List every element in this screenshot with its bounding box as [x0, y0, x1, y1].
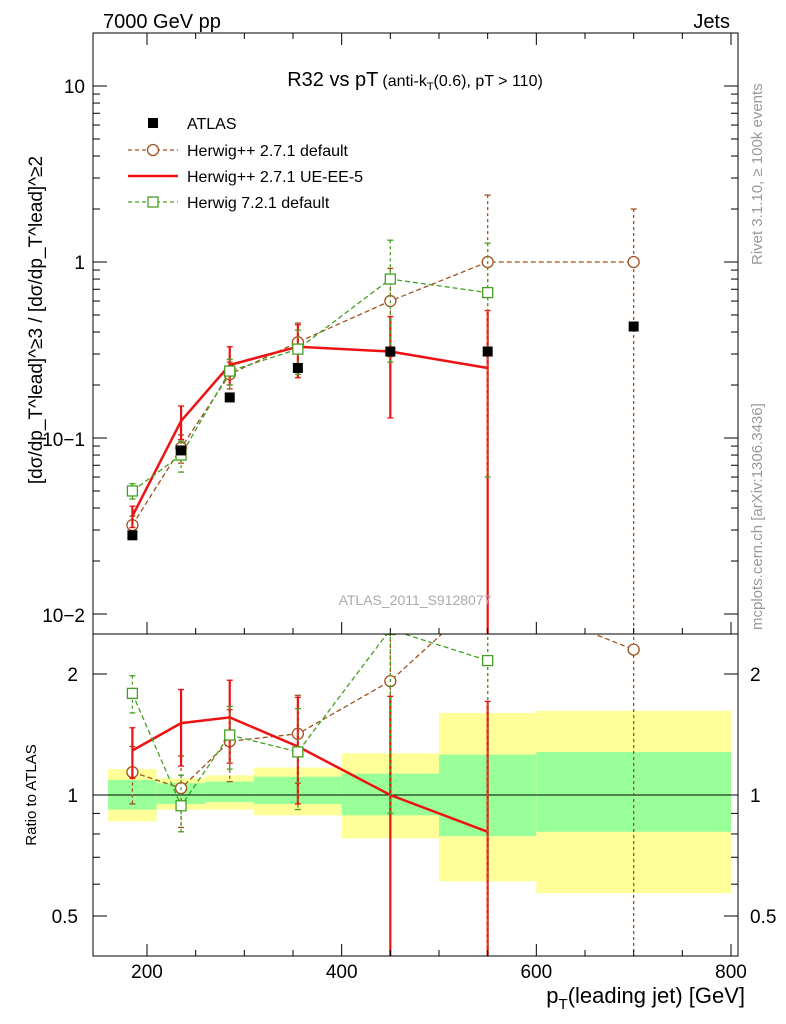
main-atlas-point-5: [482, 346, 493, 357]
legend-label-hpp-ueee5: Herwig++ 2.7.1 UE-EE-5: [187, 169, 363, 186]
main-herwig-7-2-1-default-point-0: [126, 485, 139, 497]
main-herwig-7-2-1-default-point-4: [384, 273, 396, 285]
title-sub-sub: T: [427, 81, 434, 93]
main-atlas-point-3: [292, 362, 303, 373]
ratio-tick-labels: 2 2 1 1 0.5 0.5 200 400 600 800: [52, 665, 777, 983]
main-atlas-point-2: [224, 392, 235, 403]
mcplots-label: mcplots.cern.ch [arXiv:1306.3436]: [749, 403, 766, 630]
ratio-bands: [108, 710, 731, 894]
main-ylabel: [dσ/dp_T^lead]^≥3 / [dσ/dp_T^lead]^≥2: [26, 156, 47, 484]
ratio-herwig-2-7-1-default-point-6: [627, 643, 640, 656]
ratio-herwig-7-2-1-default-line: [131, 634, 488, 808]
title-main: R32 vs pT: [287, 69, 378, 91]
legend-marker-atlas: [148, 118, 158, 128]
analysis-watermark: ATLAS_2011_S9128077: [339, 592, 492, 608]
xtick-label-2: 600: [520, 962, 552, 983]
legend-marker-hpp-default: [146, 143, 160, 157]
legend-marker-h7-default: [147, 196, 159, 208]
ratio-ytick-label-left-1: 1: [67, 786, 78, 807]
title-sub-b: (0.6), pT > 110): [434, 73, 543, 90]
legend-label-hpp-default: Herwig++ 2.7.1 default: [187, 143, 349, 160]
ytick-label-10: 10: [64, 77, 85, 98]
ratio-ytick-label-left-2: 0.5: [52, 907, 78, 928]
main-herwig-7-2-1-default-point-3: [292, 343, 304, 355]
ratio-herwig-7-2-1-default-point-3: [292, 746, 304, 758]
ratio-herwig-7-2-1-default-point-2: [224, 729, 236, 741]
xlabel-post: (leading jet) [GeV]: [568, 983, 745, 1008]
main-atlas-point-4: [385, 346, 396, 357]
xtick-label-1: 400: [326, 962, 358, 983]
ytick-label-0p01: 10−2: [42, 606, 85, 627]
legend: ATLAS Herwig++ 2.7.1 default Herwig++ 2.…: [128, 116, 363, 212]
legend-label-atlas: ATLAS: [187, 116, 237, 133]
main-herwig-2-7-1-default-point-6: [627, 255, 640, 269]
main-atlas-point-0: [127, 530, 138, 541]
xlabel-sub: T: [559, 996, 568, 1013]
ratio-herwig-7-2-1-default-point-5: [482, 654, 494, 667]
ratio-herwig-7-2-1-default-point-0: [126, 687, 139, 700]
main-herwig-7-2-1-default-point-2: [224, 365, 236, 377]
main-atlas-point-6: [628, 321, 639, 332]
main-herwig-2-7-1-ue-ee-5-line: [131, 345, 488, 517]
axis-ticks: [93, 32, 738, 956]
ratio-ytick-label-right-0: 2: [750, 665, 761, 686]
xtick-label-0: 200: [131, 962, 163, 983]
header-left: 7000 GeV pp: [103, 11, 221, 33]
main-herwig-2-7-1-default-line: [131, 261, 634, 526]
xtick-label-3: 800: [715, 962, 747, 983]
ratio-ytick-label-left-0: 2: [67, 665, 78, 686]
main-plot-data: [126, 194, 640, 634]
header-right: Jets: [693, 11, 730, 33]
ratio-herwig-2-7-1-ue-ee-5-line: [131, 716, 489, 833]
ytick-label-0p1: 10−1: [42, 430, 85, 451]
ratio-plot-data: [126, 634, 640, 956]
ratio-ylabel: Ratio to ATLAS: [23, 744, 40, 845]
ratio-ytick-label-right-2: 0.5: [750, 907, 776, 928]
rivet-label: Rivet 3.1.10, ≥ 100k events: [749, 83, 766, 265]
legend-label-h7-default: Herwig 7.2.1 default: [187, 195, 330, 212]
main-herwig-7-2-1-default-point-5: [482, 286, 494, 299]
main-atlas-point-1: [176, 445, 187, 456]
band-inner-2: [205, 781, 255, 803]
chart-title: R32 vs pT (anti-kT(0.6), pT > 110): [287, 69, 543, 93]
xlabel: pT(leading jet) [GeV]: [546, 983, 745, 1013]
ytick-label-1: 1: [74, 253, 85, 274]
title-sub-a: (anti-k: [382, 73, 427, 90]
main-herwig-7-2-1-default-line: [132, 278, 488, 492]
xlabel-pre: p: [546, 983, 558, 1008]
ratio-herwig-7-2-1-default-point-1: [175, 800, 187, 812]
ratio-ytick-label-right-1: 1: [750, 786, 761, 807]
